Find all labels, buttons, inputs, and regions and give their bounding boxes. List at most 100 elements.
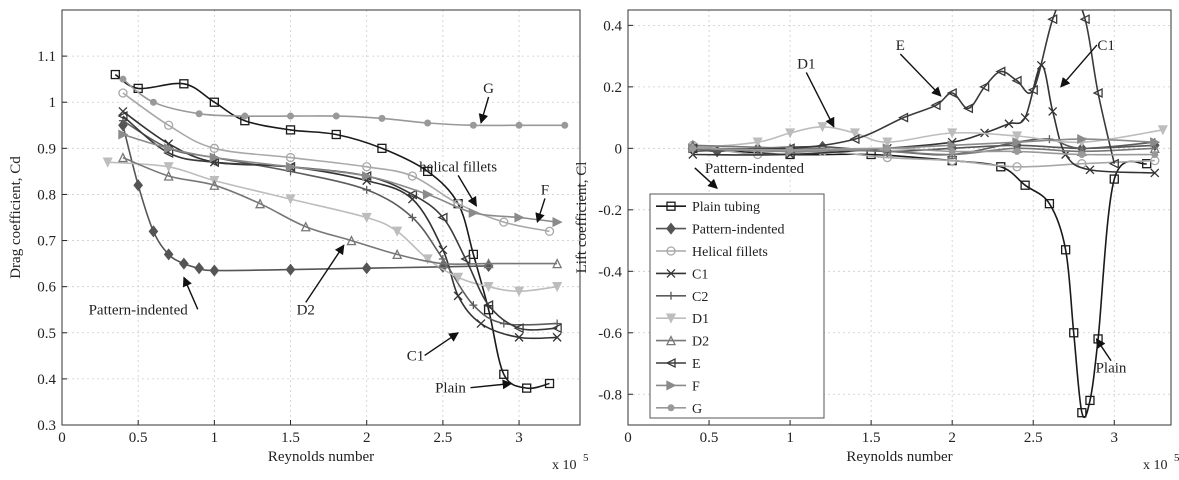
series-e [117,111,562,334]
legend-item-c1: C1 [656,267,708,282]
data-point-d2 [163,170,174,181]
data-point-f [1077,134,1088,145]
legend-swatch-marker [665,357,676,369]
y-tick-label: 0.8 [37,187,56,203]
data-point-d2 [552,258,563,269]
x-tick-label: 2 [363,430,371,446]
data-point-d2 [346,235,357,246]
series-helical-fillets [118,88,555,236]
data-point-c1 [552,332,562,342]
legend-box [649,193,825,419]
data-point-e [1092,87,1103,99]
drag-chart: 0 0.5 1 1.5 2 2.5 3 0.3 0.4 0.5 0.6 0.7 0.8 0.9 1 1.1 Re… [8,9,589,473]
data-point-helical-fillets [285,152,296,163]
data-point-d1 [453,272,464,283]
x-tick-label: 2 [948,430,956,446]
data-point-helical-fillets [499,217,509,227]
data-point-e [1011,75,1022,86]
legend: Plain tubing Pattern-indented Helical fill… [649,193,825,419]
annotation-plain: Plain [435,379,513,397]
data-point-helical-fillets [209,143,220,153]
series-line-c2 [122,120,558,326]
series-plain-tubing [110,69,555,393]
data-point-g [561,121,569,129]
x-tick-label: 1.5 [862,430,881,446]
data-point-e [460,253,471,265]
data-point-plain-tubing [285,125,296,135]
data-point-plain-tubing [377,143,387,153]
annotation-arrow [1060,44,1098,88]
series-f [118,129,563,228]
annotation-label: C1 [1097,38,1115,54]
data-point-c1 [1048,106,1058,116]
data-point-plain-tubing [110,69,120,80]
data-point-f [118,129,129,140]
data-point-d1 [361,212,372,223]
x-tick-label: 0 [624,430,632,446]
series-line-e [122,115,558,331]
data-point-d1 [102,157,113,168]
annotation-g: G [478,81,494,124]
legend-item-pattern-indented: Pattern-indented [656,222,785,238]
data-point-g [119,75,127,83]
legend-swatch-marker [666,268,676,278]
data-point-plain-tubing [209,97,220,107]
data-point-helical-fillets [163,120,174,130]
annotation-label: Pattern-indented [89,302,189,318]
data-point-c1 [118,106,128,116]
data-point-f [163,143,175,154]
annotation-label: E [896,38,905,54]
annotation-label: Plain [435,381,466,397]
annotation-arrow [535,198,546,224]
x-axis-label: Reynolds number [268,449,374,465]
legend-swatch-marker [666,222,676,235]
data-point-pattern-indented [179,257,189,270]
y-tick-label: 0.2 [603,80,622,96]
data-point-d2 [483,258,494,269]
y-tick-label: -0.8 [598,387,622,403]
x-tick-label: 3 [515,430,523,446]
data-point-g [378,114,386,122]
data-point-f [1150,137,1161,148]
series-line-f [122,133,558,223]
data-point-d2 [300,221,311,232]
annotation-pattern-indented: Pattern-indented [89,276,199,318]
data-point-pattern-indented [285,263,296,276]
annotation-arrow [694,167,718,189]
data-point-f [514,212,525,223]
x-tick-label: 0.5 [700,430,719,446]
x-multiplier: x 10 [1143,458,1168,473]
annotation-label: Pattern-indented [705,161,805,177]
legend-label: Pattern-indented [692,223,785,238]
series-g [689,144,1159,158]
plot-frame [61,9,581,426]
x-multiplier: x 10 [552,458,577,473]
data-point-c2 [408,213,417,222]
annotation-arrow [899,53,942,97]
y-tick-label: 1 [49,95,57,111]
legend-item-f: F [656,379,700,394]
data-point-c2 [469,301,478,310]
data-point-e [483,300,494,311]
legend-item-c2: C2 [656,290,708,305]
data-point-plain-tubing [1085,395,1095,406]
data-point-pattern-indented [148,225,159,238]
data-point-c1 [514,332,524,342]
annotation-arrow [182,276,199,310]
data-point-plain-tubing [179,79,189,89]
legend-label: F [692,379,700,394]
data-point-d1 [422,254,433,265]
legend-swatch-marker [667,291,675,300]
legend-label: C2 [692,290,708,305]
x-tick-label: 2.5 [434,430,453,446]
legend-label: Helical fillets [692,245,768,260]
annotation-arrow [478,96,490,124]
x-tick-label: 0 [58,430,66,446]
legend-label: Plain tubing [692,200,760,215]
legend-label: G [692,402,702,417]
data-point-d2 [947,149,958,160]
x-tick-label: 1 [786,430,794,446]
data-point-d1 [752,137,763,148]
data-point-helical-fillets [1012,162,1022,172]
data-point-plain-tubing [1077,408,1087,418]
